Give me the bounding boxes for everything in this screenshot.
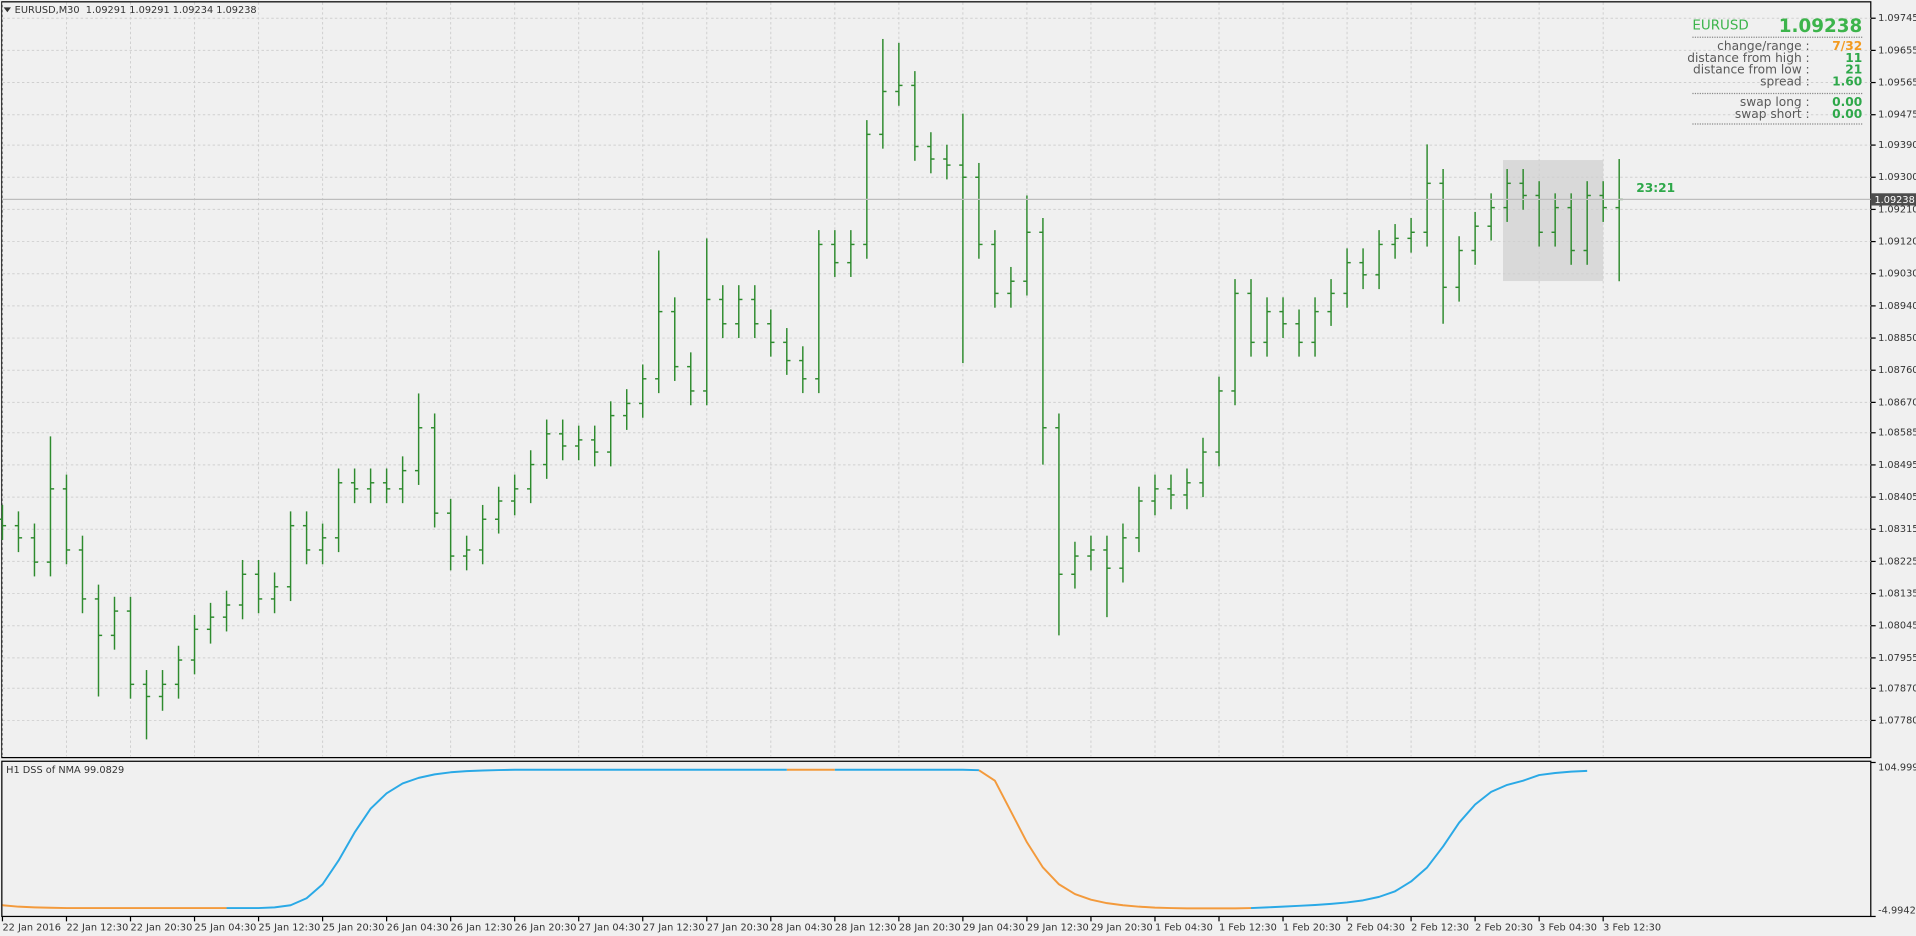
x-tick-label: 1 Feb 12:30 bbox=[1219, 922, 1277, 933]
x-tick-label: 1 Feb 04:30 bbox=[1155, 922, 1213, 933]
x-tick-label: 26 Jan 12:30 bbox=[451, 922, 513, 933]
info-label: swap short : bbox=[1735, 107, 1810, 121]
panel-title: H1 DSS of NMA 99.0829 bbox=[6, 765, 124, 776]
x-tick-label: 3 Feb 04:30 bbox=[1539, 922, 1597, 933]
indicator-panel-frame bbox=[1, 760, 1872, 918]
x-tick-label: 27 Jan 04:30 bbox=[579, 922, 641, 933]
y-tick-label: 1.08225 bbox=[1878, 556, 1916, 567]
info-value: 0.00 bbox=[1832, 95, 1862, 109]
y-tick-label: 1.09565 bbox=[1878, 78, 1916, 89]
indicator-line bbox=[2, 768, 1252, 910]
y-tick-label: 1.09210 bbox=[1878, 204, 1916, 215]
x-tick-label: 28 Jan 04:30 bbox=[771, 922, 833, 933]
info-value: 0.00 bbox=[1832, 107, 1862, 121]
info-value: 7/32 bbox=[1832, 39, 1862, 53]
current-price-label: 1.09238 bbox=[1874, 195, 1914, 206]
x-tick-label: 28 Jan 12:30 bbox=[835, 922, 897, 933]
info-value: 21 bbox=[1845, 63, 1862, 77]
info-label: distance from low : bbox=[1693, 63, 1810, 77]
y-tick-label: 1.07870 bbox=[1878, 683, 1916, 694]
main-panel-frame bbox=[1, 1, 1872, 759]
y-tick-label: 1.08670 bbox=[1878, 397, 1916, 408]
x-tick-label: 22 Jan 2016 bbox=[2, 922, 61, 933]
x-tick-label: 3 Feb 12:30 bbox=[1603, 922, 1661, 933]
y-tick-label: 1.08850 bbox=[1878, 333, 1916, 344]
y-tick-label: 1.08495 bbox=[1878, 460, 1916, 471]
y-tick-label: -4.9942 bbox=[1878, 905, 1916, 916]
y-tick-label: 1.08760 bbox=[1878, 365, 1916, 376]
x-tick-label: 29 Jan 12:30 bbox=[1027, 922, 1089, 933]
x-tick-label: 27 Jan 20:30 bbox=[707, 922, 769, 933]
y-tick-label: 1.08940 bbox=[1878, 301, 1916, 312]
bar-timer: 23:21 bbox=[1636, 181, 1675, 195]
info-value: 11 bbox=[1845, 51, 1862, 65]
y-tick-label: 1.08135 bbox=[1878, 589, 1916, 600]
y-tick-label: 1.08585 bbox=[1878, 428, 1916, 439]
current-price-box bbox=[1870, 193, 1916, 206]
y-tick-label: 1.09300 bbox=[1878, 172, 1916, 183]
y-tick-label: 1.09475 bbox=[1878, 110, 1916, 121]
panel-title: EURUSD,M30 1.09291 1.09291 1.09234 1.092… bbox=[15, 5, 257, 16]
y-tick-label: 1.09745 bbox=[1878, 13, 1916, 24]
y-tick-label: 1.09655 bbox=[1878, 45, 1916, 56]
x-tick-label: 22 Jan 20:30 bbox=[131, 922, 193, 933]
info-price: 1.09238 bbox=[1779, 16, 1862, 37]
x-tick-label: 2 Feb 04:30 bbox=[1347, 922, 1405, 933]
info-label: spread : bbox=[1760, 74, 1810, 88]
y-tick-label: 1.08405 bbox=[1878, 492, 1916, 503]
y-tick-label: 1.07955 bbox=[1878, 653, 1916, 664]
x-tick-label: 25 Jan 20:30 bbox=[323, 922, 385, 933]
info-symbol: EURUSD bbox=[1692, 19, 1748, 34]
range-box bbox=[1502, 160, 1604, 282]
info-value: 1.60 bbox=[1832, 74, 1862, 88]
x-tick-label: 2 Feb 20:30 bbox=[1475, 922, 1533, 933]
x-tick-label: 29 Jan 20:30 bbox=[1091, 922, 1153, 933]
info-label: swap long : bbox=[1740, 95, 1810, 109]
y-tick-label: 1.09390 bbox=[1878, 140, 1916, 151]
x-tick-label: 27 Jan 12:30 bbox=[643, 922, 705, 933]
x-tick-label: 28 Jan 20:30 bbox=[899, 922, 961, 933]
x-tick-label: 1 Feb 20:30 bbox=[1283, 922, 1341, 933]
menu-arrow[interactable] bbox=[3, 7, 12, 13]
y-tick-label: 1.08315 bbox=[1878, 524, 1916, 535]
y-tick-label: 1.07780 bbox=[1878, 715, 1916, 726]
indicator-line bbox=[226, 768, 1588, 910]
y-tick-label: 1.08045 bbox=[1878, 621, 1916, 632]
x-tick-label: 22 Jan 12:30 bbox=[66, 922, 128, 933]
x-tick-label: 25 Jan 12:30 bbox=[259, 922, 321, 933]
info-label: change/range : bbox=[1717, 39, 1810, 53]
x-tick-label: 26 Jan 04:30 bbox=[387, 922, 449, 933]
x-tick-label: 25 Jan 04:30 bbox=[195, 922, 257, 933]
x-tick-label: 2 Feb 12:30 bbox=[1411, 922, 1469, 933]
y-tick-label: 1.09030 bbox=[1878, 269, 1916, 280]
info-label: distance from high : bbox=[1687, 51, 1809, 65]
x-tick-label: 26 Jan 20:30 bbox=[515, 922, 577, 933]
y-tick-label: 1.09120 bbox=[1878, 237, 1916, 248]
x-tick-label: 29 Jan 04:30 bbox=[963, 922, 1025, 933]
y-tick-label: 104.9994 bbox=[1878, 762, 1916, 773]
